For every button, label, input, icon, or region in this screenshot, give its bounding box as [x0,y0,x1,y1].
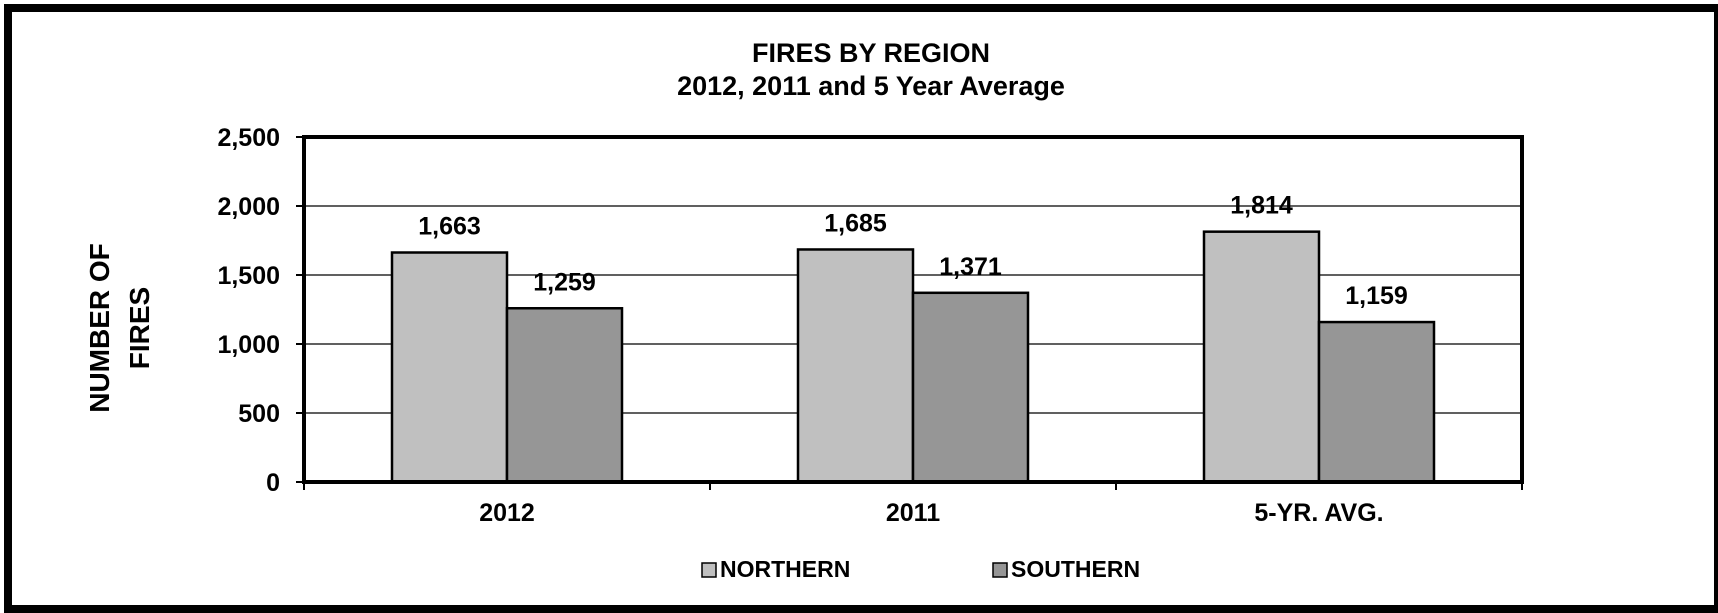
bar-value-label: 1,159 [1345,282,1408,310]
y-tick-label: 500 [238,400,280,428]
fires-by-region-chart: FIRES BY REGION 2012, 2011 and 5 Year Av… [84,38,1524,582]
bar-value-label: 1,371 [939,253,1002,281]
bar-value-label: 1,685 [824,209,887,237]
legend-label-southern: SOUTHERN [1011,556,1140,582]
bar-northern [796,248,915,484]
y-axis-title-line-2: FIRES [124,287,155,369]
bar-northern [1202,230,1321,484]
bar-value-label: 1,663 [418,213,481,241]
legend-swatch-southern [992,562,1008,578]
y-axis-title: NUMBER OF FIRES [84,243,155,413]
y-tick-label: 2,500 [217,124,280,152]
y-axis-ticks: 0 500 1,000 1,500 2,000 2,500 [217,124,304,497]
x-tick-label: 5-YR. AVG. [1254,499,1383,527]
x-tick-label: 2012 [479,499,535,527]
bar-southern [1317,320,1436,484]
chart-subtitle: 2012, 2011 and 5 Year Average [677,71,1065,101]
x-axis-ticks: 2012 2011 5-YR. AVG. [303,482,1523,527]
bar-southern [911,291,1030,484]
chart-title: FIRES BY REGION [752,38,990,68]
y-tick-label: 0 [266,469,280,497]
bar-southern [505,307,624,484]
x-tick-label: 2011 [886,499,940,527]
bar-value-labels: 1,663 1,259 1,685 1,371 1,814 1,159 [418,192,1408,310]
y-tick-label: 2,000 [217,193,280,221]
bar-value-label: 1,814 [1230,192,1293,220]
y-axis-title-line-1: NUMBER OF [84,243,115,413]
bar-value-label: 1,259 [533,268,596,296]
bar-northern [390,251,509,484]
y-tick-label: 1,500 [217,262,280,290]
chart-frame: FIRES BY REGION 2012, 2011 and 5 Year Av… [4,4,1718,613]
plot-area-border [302,135,1524,484]
legend-label-northern: NORTHERN [720,556,850,582]
legend: NORTHERN SOUTHERN [701,556,1140,582]
y-tick-label: 1,000 [217,331,280,359]
legend-swatch-northern [701,562,717,578]
